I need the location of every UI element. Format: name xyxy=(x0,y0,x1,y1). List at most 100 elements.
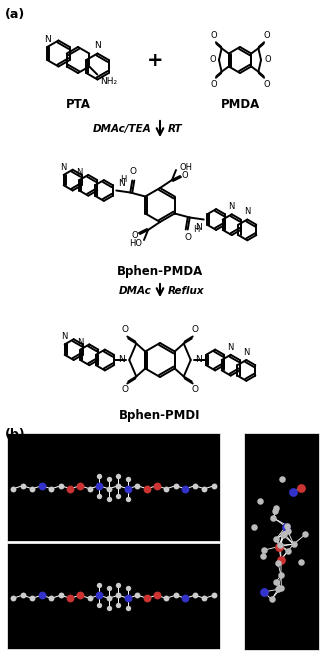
Point xyxy=(173,480,178,491)
Point xyxy=(164,593,169,604)
Point xyxy=(97,590,102,600)
Point xyxy=(154,480,159,491)
Text: O: O xyxy=(210,31,217,40)
Point xyxy=(276,541,282,552)
Text: N: N xyxy=(118,356,125,365)
Point xyxy=(97,470,102,481)
Text: (a): (a) xyxy=(5,8,25,21)
Point xyxy=(87,483,92,494)
Point xyxy=(154,590,159,600)
Point xyxy=(116,590,121,600)
Text: O: O xyxy=(209,56,216,64)
Point xyxy=(58,480,63,491)
Point xyxy=(106,493,111,504)
Point xyxy=(68,593,73,604)
Point xyxy=(274,503,279,514)
Point xyxy=(106,483,111,494)
Text: OH: OH xyxy=(179,163,192,171)
Text: N: N xyxy=(44,35,51,44)
Point xyxy=(279,583,284,593)
Text: O: O xyxy=(191,386,198,394)
Text: +: + xyxy=(147,51,163,70)
Point xyxy=(274,577,279,587)
Text: O: O xyxy=(264,56,271,64)
Point xyxy=(280,474,285,484)
Point xyxy=(274,533,279,544)
Point xyxy=(87,593,92,604)
Text: HO: HO xyxy=(129,239,142,247)
Text: O: O xyxy=(130,167,137,176)
Text: O: O xyxy=(132,230,138,239)
Point xyxy=(303,529,308,540)
Point xyxy=(125,603,131,613)
Text: Reflux: Reflux xyxy=(168,285,204,295)
Text: N: N xyxy=(243,348,250,357)
Point xyxy=(116,580,121,590)
Point xyxy=(116,491,121,501)
Point xyxy=(97,580,102,590)
Text: N: N xyxy=(77,338,84,346)
Point xyxy=(97,480,102,491)
Text: N: N xyxy=(195,222,202,232)
Point xyxy=(282,529,287,539)
Point xyxy=(278,570,284,581)
Point xyxy=(29,593,35,604)
Text: O: O xyxy=(263,80,270,89)
Point xyxy=(39,480,44,491)
Point xyxy=(135,590,140,600)
Point xyxy=(183,483,188,494)
Bar xyxy=(244,433,319,650)
Point xyxy=(116,480,121,491)
Point xyxy=(135,480,140,491)
Text: DMAc: DMAc xyxy=(119,285,152,295)
Point xyxy=(260,551,265,562)
Text: O: O xyxy=(122,325,129,335)
Point xyxy=(278,540,283,550)
Point xyxy=(11,593,16,604)
Point xyxy=(257,495,262,506)
Point xyxy=(106,474,111,484)
Point xyxy=(202,483,207,494)
Text: O: O xyxy=(182,171,188,180)
Text: O: O xyxy=(191,325,198,335)
Point xyxy=(11,483,16,494)
Point xyxy=(284,520,290,531)
Point xyxy=(273,506,278,517)
Point xyxy=(192,590,197,600)
Point xyxy=(20,480,25,491)
Point xyxy=(192,480,197,491)
Point xyxy=(291,487,296,497)
Text: N: N xyxy=(94,41,101,51)
Text: (b): (b) xyxy=(5,428,26,441)
Point xyxy=(144,593,149,604)
Point xyxy=(275,558,280,568)
Bar xyxy=(7,543,220,649)
Point xyxy=(276,584,281,594)
Point xyxy=(97,491,102,501)
Point xyxy=(125,583,131,594)
Point xyxy=(106,583,111,594)
Point xyxy=(20,590,25,600)
Point xyxy=(173,590,178,600)
Point xyxy=(49,593,54,604)
Text: Bphen-PMDA: Bphen-PMDA xyxy=(117,266,203,279)
Text: NH₂: NH₂ xyxy=(100,77,117,85)
Point xyxy=(125,593,131,604)
Text: DMAc/TEA: DMAc/TEA xyxy=(93,124,152,134)
Text: N: N xyxy=(61,333,68,341)
Text: N: N xyxy=(76,168,83,177)
Point xyxy=(291,539,296,550)
Text: N: N xyxy=(195,356,202,365)
Text: Bphen-PMDI: Bphen-PMDI xyxy=(119,409,201,422)
Text: O: O xyxy=(122,386,129,394)
Point xyxy=(299,557,304,567)
Text: N: N xyxy=(118,178,125,188)
Text: N: N xyxy=(228,202,235,211)
Point xyxy=(164,483,169,494)
Point xyxy=(261,545,266,556)
Point xyxy=(212,590,217,600)
Point xyxy=(286,546,291,556)
Text: N: N xyxy=(60,163,67,172)
Text: O: O xyxy=(184,234,191,243)
Point xyxy=(212,480,217,491)
